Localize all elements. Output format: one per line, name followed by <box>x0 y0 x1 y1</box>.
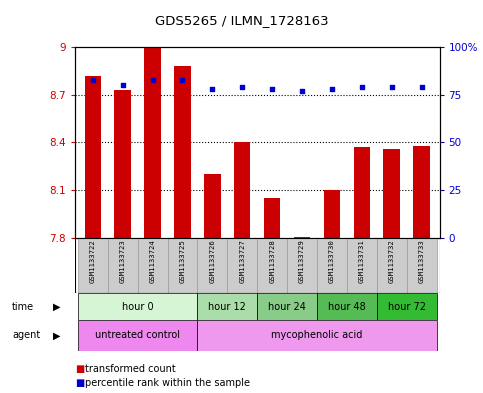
Text: GSM1133724: GSM1133724 <box>150 239 156 283</box>
Bar <box>317 293 377 320</box>
Bar <box>174 66 191 238</box>
Bar <box>138 238 168 293</box>
Bar <box>287 238 317 293</box>
Point <box>209 86 216 92</box>
Bar <box>85 76 101 238</box>
Point <box>268 86 276 92</box>
Bar <box>108 238 138 293</box>
Bar <box>257 238 287 293</box>
Bar <box>317 238 347 293</box>
Bar <box>377 238 407 293</box>
Text: agent: agent <box>12 331 40 340</box>
Text: GSM1133722: GSM1133722 <box>90 239 96 283</box>
Text: time: time <box>12 301 34 312</box>
Bar <box>354 147 370 238</box>
Bar <box>257 293 317 320</box>
Point <box>388 84 396 90</box>
Bar <box>227 238 257 293</box>
Bar <box>384 149 400 238</box>
Point <box>328 86 336 92</box>
Text: ■: ■ <box>75 378 84 388</box>
Point <box>298 88 306 94</box>
Text: GSM1133732: GSM1133732 <box>389 239 395 283</box>
Point <box>418 84 426 90</box>
Bar <box>264 198 280 238</box>
Text: GSM1133729: GSM1133729 <box>299 239 305 283</box>
Point <box>239 84 246 90</box>
Text: hour 24: hour 24 <box>268 301 306 312</box>
Text: hour 12: hour 12 <box>208 301 246 312</box>
Bar <box>198 320 437 351</box>
Point <box>149 76 156 83</box>
Point <box>179 76 186 83</box>
Text: ▶: ▶ <box>53 331 60 340</box>
Bar <box>198 293 257 320</box>
Bar <box>347 238 377 293</box>
Bar <box>78 238 108 293</box>
Point <box>358 84 366 90</box>
Text: percentile rank within the sample: percentile rank within the sample <box>85 378 250 388</box>
Bar <box>78 293 198 320</box>
Text: GSM1133723: GSM1133723 <box>120 239 126 283</box>
Text: untreated control: untreated control <box>95 331 180 340</box>
Bar <box>234 142 251 238</box>
Text: GSM1133728: GSM1133728 <box>269 239 275 283</box>
Bar <box>204 174 221 238</box>
Text: GSM1133733: GSM1133733 <box>419 239 425 283</box>
Text: mycophenolic acid: mycophenolic acid <box>271 331 363 340</box>
Bar <box>114 90 131 238</box>
Bar <box>413 146 430 238</box>
Text: ■: ■ <box>75 364 84 375</box>
Bar <box>144 47 161 238</box>
Bar <box>198 238 227 293</box>
Bar <box>294 237 310 238</box>
Text: hour 72: hour 72 <box>388 301 426 312</box>
Bar <box>407 238 437 293</box>
Text: hour 48: hour 48 <box>328 301 366 312</box>
Bar <box>377 293 437 320</box>
Text: transformed count: transformed count <box>85 364 175 375</box>
Text: GSM1133726: GSM1133726 <box>209 239 215 283</box>
Text: GSM1133727: GSM1133727 <box>239 239 245 283</box>
Bar <box>168 238 198 293</box>
Point <box>89 76 97 83</box>
Text: ▶: ▶ <box>53 301 60 312</box>
Text: hour 0: hour 0 <box>122 301 154 312</box>
Point <box>119 82 127 88</box>
Text: GDS5265 / ILMN_1728163: GDS5265 / ILMN_1728163 <box>155 14 328 27</box>
Text: GSM1133731: GSM1133731 <box>359 239 365 283</box>
Bar <box>78 320 198 351</box>
Text: GSM1133730: GSM1133730 <box>329 239 335 283</box>
Bar <box>324 190 340 238</box>
Text: GSM1133725: GSM1133725 <box>180 239 185 283</box>
